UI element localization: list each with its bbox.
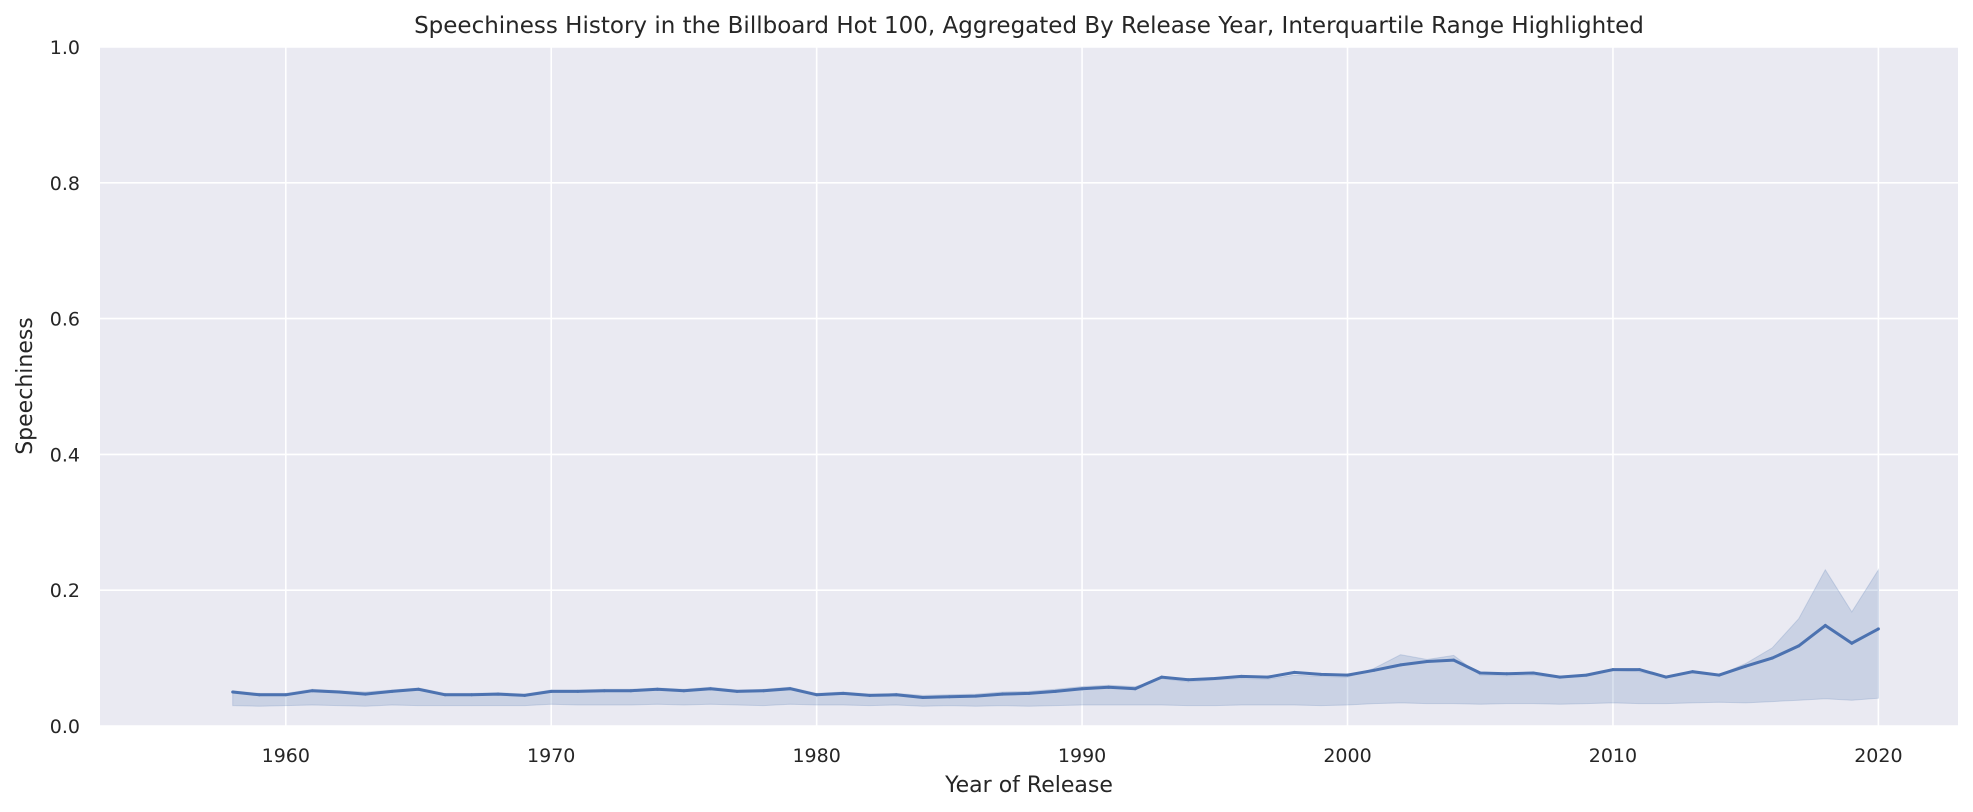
data-point (1027, 691, 1031, 695)
data-point (470, 693, 474, 697)
data-point (231, 690, 235, 694)
y-tick-label: 0.8 (50, 173, 80, 195)
y-tick-label: 0.0 (50, 716, 80, 738)
y-tick-label: 1.0 (50, 37, 80, 59)
data-point (1850, 641, 1854, 645)
data-point (310, 689, 314, 693)
data-point (1876, 627, 1880, 631)
x-axis-label: Year of Release (944, 773, 1113, 798)
y-axis-label: Speechiness (13, 317, 38, 455)
chart-title: Speechiness History in the Billboard Hot… (414, 13, 1644, 39)
grid (100, 46, 1958, 727)
data-point (1770, 656, 1774, 660)
data-point (1213, 677, 1217, 680)
x-tick-label: 2000 (1323, 745, 1371, 767)
x-tick-label: 1980 (792, 745, 840, 767)
data-point (1452, 658, 1456, 662)
data-point (1346, 673, 1349, 677)
data-point (443, 693, 447, 697)
data-point (1584, 673, 1588, 677)
data-point (257, 693, 261, 697)
x-tick-label: 1960 (262, 745, 310, 767)
y-tick-label: 0.6 (50, 309, 80, 331)
data-point (284, 693, 288, 697)
data-point (576, 689, 580, 693)
x-tick-label: 1970 (527, 745, 575, 767)
data-point (788, 687, 792, 691)
data-point (1823, 624, 1827, 627)
data-point (1399, 663, 1403, 667)
data-point (1319, 672, 1323, 676)
data-point (390, 689, 394, 693)
data-point (363, 692, 367, 696)
data-point (1425, 660, 1429, 663)
data-point (1638, 668, 1641, 672)
data-point (1266, 675, 1270, 679)
data-point (1611, 668, 1615, 672)
data-point (417, 687, 420, 691)
data-point (1531, 671, 1535, 675)
data-point (1292, 670, 1296, 674)
data-point (549, 689, 553, 693)
data-point (947, 695, 951, 699)
data-point (1133, 687, 1137, 691)
x-tick-label: 2020 (1854, 745, 1902, 767)
data-point (1478, 671, 1482, 675)
data-point (1160, 675, 1164, 679)
data-point (1717, 673, 1721, 677)
data-point (894, 693, 898, 697)
data-point (1186, 678, 1190, 682)
data-point (1797, 644, 1801, 648)
x-tick-labels: 1960 1970 1980 1990 2000 2010 2020 (262, 745, 1903, 767)
data-point (1054, 689, 1057, 693)
x-tick-label: 1990 (1058, 745, 1106, 767)
data-point (655, 687, 659, 691)
data-point (1664, 675, 1668, 679)
data-point (602, 689, 606, 693)
data-point (815, 693, 819, 697)
data-point (1505, 672, 1509, 676)
data-point (709, 687, 712, 691)
plot-background (100, 47, 1958, 726)
data-point (921, 696, 925, 699)
y-tick-labels: 0.0 0.2 0.4 0.6 0.8 1.0 (50, 37, 80, 738)
data-point (496, 692, 500, 696)
data-point (682, 689, 686, 693)
data-point (841, 691, 845, 695)
y-tick-label: 0.4 (50, 444, 80, 466)
data-point (1239, 674, 1243, 678)
data-point (762, 689, 766, 693)
x-tick-label: 2010 (1589, 745, 1637, 767)
data-point (1744, 664, 1748, 668)
data-point (735, 689, 739, 693)
data-point (974, 694, 978, 698)
data-point (1691, 670, 1695, 674)
data-point (868, 693, 872, 697)
data-point (1001, 692, 1004, 696)
data-point (629, 689, 633, 693)
data-point (1107, 685, 1111, 689)
y-tick-label: 0.2 (50, 580, 80, 602)
data-point (1080, 687, 1084, 691)
data-point (337, 690, 341, 694)
data-point (1372, 668, 1376, 672)
data-points (231, 624, 1880, 699)
data-point (1558, 675, 1562, 679)
data-point (523, 693, 527, 697)
